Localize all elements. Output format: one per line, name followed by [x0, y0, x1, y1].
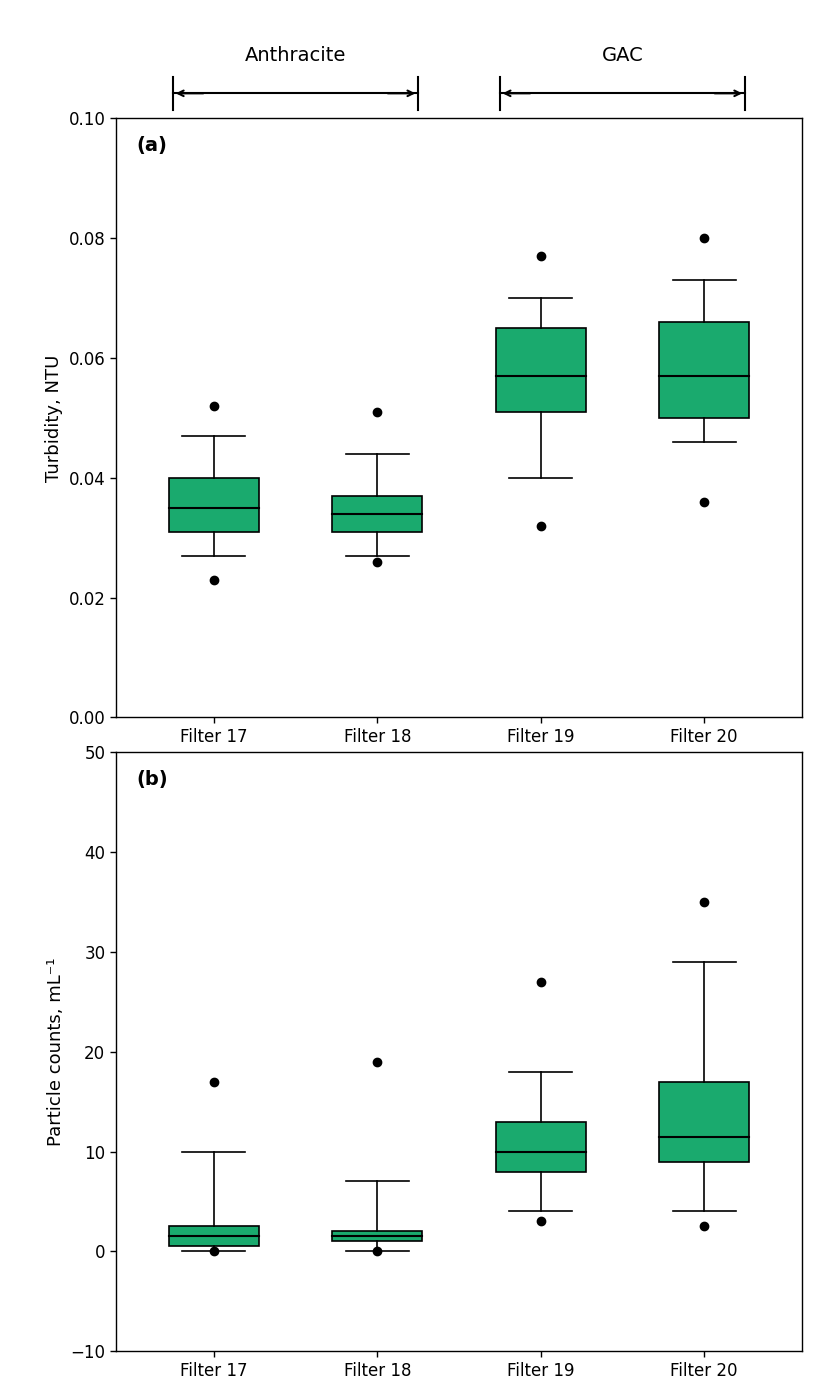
Text: GAC: GAC: [601, 46, 643, 65]
Bar: [495, 329, 586, 412]
Y-axis label: Turbidity, NTU: Turbidity, NTU: [45, 354, 63, 482]
Bar: [169, 478, 259, 532]
Bar: [332, 496, 423, 532]
Bar: [169, 1226, 259, 1247]
Bar: [659, 322, 749, 418]
Y-axis label: Particle counts, mL⁻¹: Particle counts, mL⁻¹: [47, 957, 65, 1146]
Text: (b): (b): [136, 770, 168, 790]
Bar: [659, 1081, 749, 1162]
Text: Anthracite: Anthracite: [245, 46, 347, 65]
Text: (a): (a): [136, 137, 167, 156]
Bar: [332, 1231, 423, 1241]
Bar: [495, 1121, 586, 1172]
